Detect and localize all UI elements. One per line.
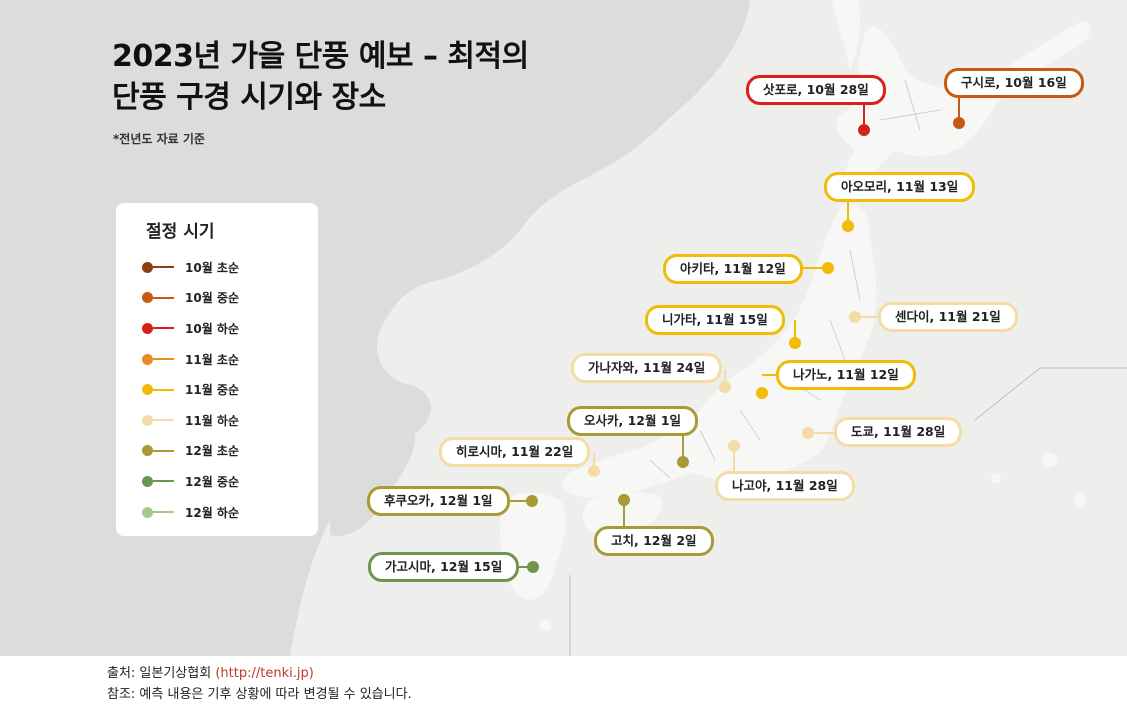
legend-line-icon <box>153 327 174 330</box>
inset-frame <box>569 367 1127 656</box>
city-callout-label[interactable]: 가나자와, 11월 24일 <box>571 353 723 383</box>
legend-line-icon <box>153 266 174 269</box>
city-callout-label[interactable]: 나가노, 11월 12일 <box>776 360 916 390</box>
city-marker-dot[interactable] <box>677 456 689 468</box>
legend-item: 11월 중순 <box>142 374 239 405</box>
city-marker-dot[interactable] <box>802 427 814 439</box>
legend-dot-icon <box>142 322 153 334</box>
city-marker-dot[interactable] <box>618 494 630 506</box>
source-link[interactable]: (http://tenki.jp) <box>215 666 314 681</box>
city-marker-dot[interactable] <box>728 440 740 452</box>
legend-label: 12월 중순 <box>185 474 239 489</box>
legend-item: 11월 하순 <box>142 405 239 436</box>
legend-line-icon <box>153 358 174 361</box>
city-marker-dot[interactable] <box>858 124 870 136</box>
legend-dot-icon <box>142 384 153 396</box>
source-label: 출처: 일본기상협회 <box>107 666 212 681</box>
legend-dot-icon <box>142 292 153 304</box>
legend-line-icon <box>153 419 174 422</box>
legend-line-icon <box>153 480 174 483</box>
legend-dot-icon <box>142 506 153 518</box>
city-marker-dot[interactable] <box>789 337 801 349</box>
city-marker-dot[interactable] <box>849 311 861 323</box>
legend-item: 10월 중순 <box>142 283 239 314</box>
kyushu-landmass <box>500 492 566 600</box>
island-dot <box>991 473 1001 483</box>
city-marker-dot[interactable] <box>822 262 834 274</box>
legend-item: 10월 하순 <box>142 313 239 344</box>
legend-label: 12월 하순 <box>185 505 239 520</box>
data-basis-note: *전년도 자료 기준 <box>113 132 205 146</box>
city-callout-label[interactable]: 아오모리, 11월 13일 <box>824 172 976 202</box>
legend-item: 11월 초순 <box>142 344 239 375</box>
legend-label: 10월 하순 <box>185 321 239 336</box>
legend-item: 12월 중순 <box>142 466 239 497</box>
footer-source: 출처: 일본기상협회 (http://tenki.jp) <box>107 662 314 681</box>
legend-line-icon <box>153 511 174 514</box>
sakhalin-landmass <box>832 0 860 70</box>
legend-list: 10월 초순 10월 중순 10월 하순 11월 초순 11월 중순 11월 하순 12월 … <box>142 252 239 527</box>
korean-peninsula <box>330 417 416 536</box>
title-line-1: 2023년 가을 단풍 예보 – 최적의 <box>112 39 529 74</box>
city-callout-label[interactable]: 아키타, 11월 12일 <box>663 254 803 284</box>
city-callout-label[interactable]: 구시로, 10월 16일 <box>944 68 1084 98</box>
city-callout-label[interactable]: 고치, 12월 2일 <box>594 526 714 556</box>
title-line-2: 단풍 구경 시기와 장소 <box>112 80 386 115</box>
city-marker-dot[interactable] <box>756 387 768 399</box>
city-callout-label[interactable]: 센다이, 11월 21일 <box>878 302 1018 332</box>
legend-line-icon <box>153 388 174 391</box>
legend-dot-icon <box>142 445 153 457</box>
island-dot <box>539 619 551 631</box>
city-marker-dot[interactable] <box>588 465 600 477</box>
legend-dot-icon <box>142 475 153 487</box>
city-callout-label[interactable]: 삿포로, 10월 28일 <box>746 75 886 105</box>
legend-item: 12월 하순 <box>142 497 239 528</box>
city-callout-label[interactable]: 니가타, 11월 15일 <box>645 305 785 335</box>
honshu-landmass <box>563 203 877 497</box>
hokkaido-landmass <box>836 21 1091 191</box>
legend-label: 11월 초순 <box>185 352 239 367</box>
legend-label: 11월 중순 <box>185 383 239 398</box>
city-marker-dot[interactable] <box>953 117 965 129</box>
legend-item: 12월 초순 <box>142 436 239 467</box>
city-callout-label[interactable]: 히로시마, 11월 22일 <box>439 437 591 467</box>
city-marker-dot[interactable] <box>719 381 731 393</box>
legend-label: 10월 초순 <box>185 260 239 275</box>
shikoku-landmass <box>582 492 663 536</box>
legend-dot-icon <box>142 353 153 365</box>
island-dot <box>1074 494 1086 506</box>
legend-dot-icon <box>142 414 153 426</box>
island-dot <box>1043 453 1057 467</box>
legend-label: 12월 초순 <box>185 444 239 459</box>
page-title: 2023년 가을 단풍 예보 – 최적의 단풍 구경 시기와 장소 <box>112 36 529 118</box>
legend-line-icon <box>153 296 174 299</box>
footer-note: 참조: 예측 내용은 기후 상황에 따라 변경될 수 있습니다. <box>107 687 412 702</box>
city-callout-label[interactable]: 가고시마, 12월 15일 <box>368 552 520 582</box>
legend-line-icon <box>153 449 174 452</box>
legend-label: 11월 하순 <box>185 413 239 428</box>
legend-panel: 절정 시기 10월 초순 10월 중순 10월 하순 11월 초순 11월 중순 11월 … <box>116 203 318 536</box>
legend-title: 절정 시기 <box>146 222 215 242</box>
prefecture-borders <box>649 79 941 479</box>
city-marker-dot[interactable] <box>526 495 538 507</box>
legend-item: 10월 초순 <box>142 252 239 283</box>
city-callout-label[interactable]: 오사카, 12월 1일 <box>567 406 699 436</box>
legend-label: 10월 중순 <box>185 291 239 306</box>
city-callout-label[interactable]: 나고야, 11월 28일 <box>715 471 855 501</box>
city-marker-dot[interactable] <box>527 561 539 573</box>
map-stage: 2023년 가을 단풍 예보 – 최적의 단풍 구경 시기와 장소 *전년도 자… <box>0 0 1127 656</box>
city-callout-label[interactable]: 도쿄, 11월 28일 <box>834 417 963 447</box>
legend-dot-icon <box>142 261 153 273</box>
city-marker-dot[interactable] <box>842 220 854 232</box>
city-callout-label[interactable]: 후쿠오카, 12월 1일 <box>367 486 510 516</box>
